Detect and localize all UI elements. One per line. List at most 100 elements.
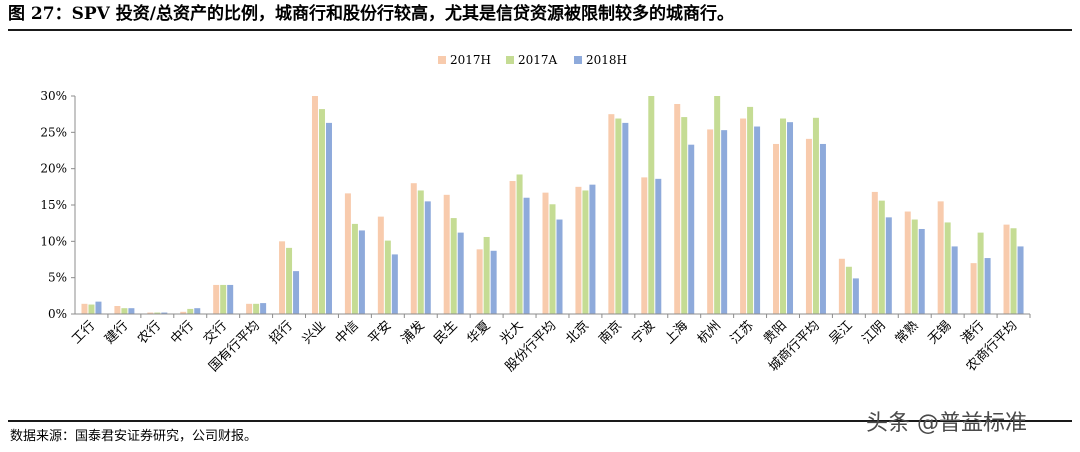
bar-2017H-兴业 [311, 96, 318, 314]
y-tick-label: 10% [40, 234, 67, 248]
bar-2017A-上海 [681, 117, 688, 314]
x-tick-label: 吴江 [827, 318, 856, 347]
bar-2017H-中信 [344, 193, 351, 314]
bar-2017A-无锡 [944, 222, 951, 314]
x-tick-label: 招行 [267, 318, 296, 347]
bar-2017H-南京 [608, 114, 615, 315]
bar-2017A-光大 [516, 174, 523, 314]
bottom-rule [8, 420, 1072, 422]
bar-2017A-港行 [977, 232, 984, 314]
bar-2017A-招行 [286, 247, 293, 314]
bar-2017H-建行 [114, 306, 121, 314]
x-tick-label: 江苏 [727, 318, 757, 348]
bar-2017A-江阴 [878, 200, 885, 314]
top-rule [8, 29, 1072, 31]
bar-2018H-中信 [358, 230, 365, 314]
bar-2017H-光大 [509, 181, 516, 314]
bar-2017A-城商行平均 [812, 117, 819, 314]
bar-2018H-宁波 [655, 178, 662, 314]
x-tick-label: 杭州 [695, 318, 724, 347]
bar-2018H-兴业 [325, 122, 332, 315]
bar-2017H-股份行平均 [542, 192, 549, 314]
bar-2017H-中行 [180, 311, 187, 314]
bar-2017A-农行 [154, 312, 161, 314]
bar-2018H-民生 [457, 232, 464, 314]
bar-2017H-江阴 [871, 191, 878, 314]
bar-2017H-城商行平均 [805, 138, 812, 314]
legend-swatch-2018H [574, 56, 582, 64]
bar-2018H-农行 [161, 312, 168, 314]
bar-2017H-贵阳 [773, 143, 780, 314]
x-tick-label: 南京 [595, 318, 625, 348]
bar-2017H-港行 [970, 263, 977, 314]
x-tick-label: 光大 [497, 318, 526, 347]
bar-2018H-南京 [622, 122, 629, 315]
bar-2018H-港行 [984, 258, 991, 314]
bar-2018H-北京 [589, 184, 596, 314]
bar-2018H-无锡 [951, 246, 958, 314]
bar-2018H-建行 [128, 308, 135, 314]
bar-2017A-国有行平均 [253, 303, 260, 314]
bar-2017A-宁波 [648, 96, 655, 314]
bar-2017H-无锡 [937, 201, 944, 314]
x-tick-label: 中行 [168, 318, 197, 347]
bar-2018H-农商行平均 [1017, 246, 1024, 314]
bar-chart: 2017H 2017A 2018H 0% 5% 10% 15% 20% 25% 30% 工行 建行… [40, 53, 1031, 375]
chart-legend: 2017H 2017A 2018H [438, 53, 627, 67]
bar-2017H-工行 [81, 303, 88, 314]
bar-2017H-民生 [443, 194, 450, 314]
x-tick-label: 兴业 [300, 318, 329, 347]
bar-2017H-江苏 [740, 118, 747, 314]
y-tick-label: 5% [48, 271, 67, 285]
bar-2017A-工行 [88, 304, 95, 314]
bar-2018H-中行 [194, 308, 201, 314]
bar-2017H-宁波 [641, 177, 648, 314]
bar-2017A-江苏 [747, 106, 754, 315]
bar-2017A-股份行平均 [549, 204, 556, 314]
bar-2017A-浦发 [417, 190, 424, 314]
bar-2018H-城商行平均 [819, 143, 826, 314]
data-source-note: 数据来源：国泰君安证券研究，公司财报。 [10, 429, 258, 444]
bar-2017H-国有行平均 [246, 303, 253, 314]
x-tick-label: 中信 [333, 318, 362, 347]
x-tick-label: 无锡 [925, 318, 954, 347]
bar-2018H-国有行平均 [260, 303, 267, 314]
bar-2017H-上海 [674, 103, 681, 314]
bar-2018H-江阴 [885, 217, 892, 314]
x-tick-label: 江阴 [860, 318, 889, 347]
bar-2018H-浦发 [424, 201, 431, 314]
bar-2018H-吴江 [852, 278, 859, 314]
bar-2017H-华夏 [476, 249, 483, 314]
y-axis: 0% 5% 10% 15% 20% 25% 30% [40, 89, 76, 321]
bar-2018H-招行 [293, 271, 300, 314]
legend-swatch-2017H [438, 56, 446, 64]
bar-2017H-吴江 [838, 258, 845, 314]
bar-2017A-民生 [450, 218, 457, 314]
x-tick-label: 平安 [366, 318, 395, 347]
bar-2017A-兴业 [318, 109, 325, 314]
x-tick-label: 贵阳 [761, 318, 790, 347]
x-tick-label: 华夏 [464, 318, 493, 347]
figure-title: 图 27：SPV 投资/总资产的比例，城商行和股份行较高，尤其是信贷资源被限制较… [8, 4, 734, 24]
bar-2017H-农商行平均 [1003, 224, 1010, 314]
bar-2017A-贵阳 [780, 118, 787, 314]
bar-2017H-北京 [575, 186, 582, 314]
bar-2017A-农商行平均 [1010, 228, 1017, 314]
legend-label-2017H: 2017H [450, 53, 491, 67]
bar-2017A-建行 [121, 308, 128, 314]
bar-2017A-常熟 [911, 219, 918, 314]
bar-2017H-杭州 [707, 129, 714, 314]
y-tick-label: 15% [40, 198, 67, 212]
bar-2017A-南京 [615, 118, 622, 314]
bar-2017H-浦发 [410, 183, 417, 314]
bar-2017A-平安 [384, 240, 391, 314]
bar-2018H-股份行平均 [556, 219, 563, 314]
bar-2017A-交行 [220, 284, 227, 314]
bar-2017A-北京 [582, 190, 589, 314]
bar-2018H-杭州 [721, 130, 728, 314]
x-tick-label: 宁波 [628, 318, 658, 348]
x-tick-label: 常熟 [892, 318, 922, 348]
bar-2018H-上海 [688, 144, 695, 314]
x-tick-label: 交行 [200, 318, 230, 348]
